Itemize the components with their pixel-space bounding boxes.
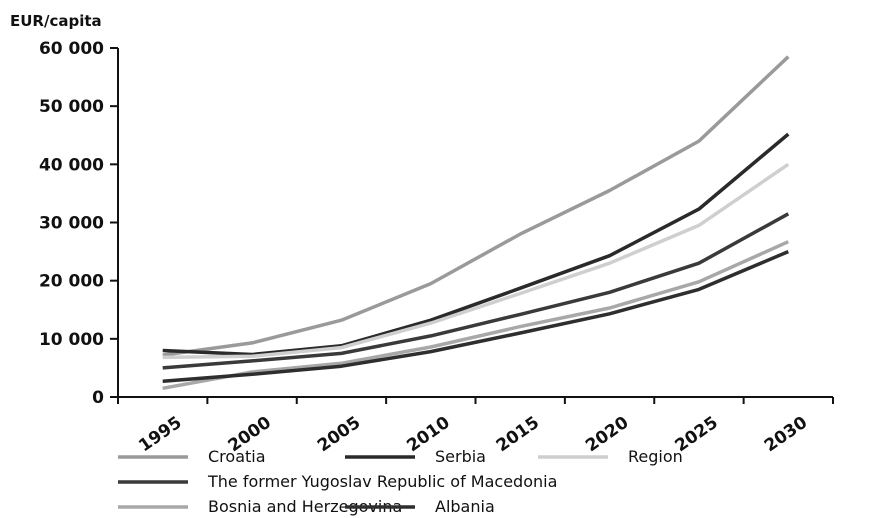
legend-label: Bosnia and Herzegovina (208, 497, 402, 516)
legend-label: Albania (435, 497, 495, 516)
x-tick-label: 2005 (314, 413, 364, 457)
y-tick-label: 50 000 (39, 97, 104, 117)
y-tick-label: 0 (92, 388, 104, 408)
legend: Croatia Serbia Region The former Yugoslav R… (118, 447, 683, 516)
series-line-0 (162, 55, 790, 357)
legend-label: Region (628, 447, 683, 466)
series-lines (162, 55, 790, 391)
x-tick-label: 2015 (493, 413, 543, 457)
y-tick-label: 30 000 (39, 214, 104, 234)
x-tick-label: 2030 (761, 413, 811, 457)
y-tick-label: 40 000 (39, 155, 104, 175)
series-line-2 (162, 162, 790, 360)
series-line-1 (162, 132, 790, 357)
y-tick-label: 60 000 (39, 39, 104, 59)
series-line-5 (162, 249, 789, 384)
legend-label: The former Yugoslav Republic of Macedoni… (207, 472, 557, 491)
series-line-4 (162, 240, 790, 391)
x-tick-label: 1995 (135, 413, 185, 457)
legend-label: Serbia (435, 447, 486, 466)
y-tick-label: 20 000 (39, 272, 104, 292)
y-tick-label: 10 000 (39, 330, 104, 350)
y-axis: 0 10 000 20 000 30 000 40 000 50 000 60 000 (39, 39, 118, 408)
x-tick-label: 2020 (582, 413, 632, 457)
axes (117, 48, 833, 398)
legend-label: Croatia (208, 447, 266, 466)
y-axis-label: EUR/capita (10, 12, 102, 30)
series-line-3 (162, 212, 790, 370)
